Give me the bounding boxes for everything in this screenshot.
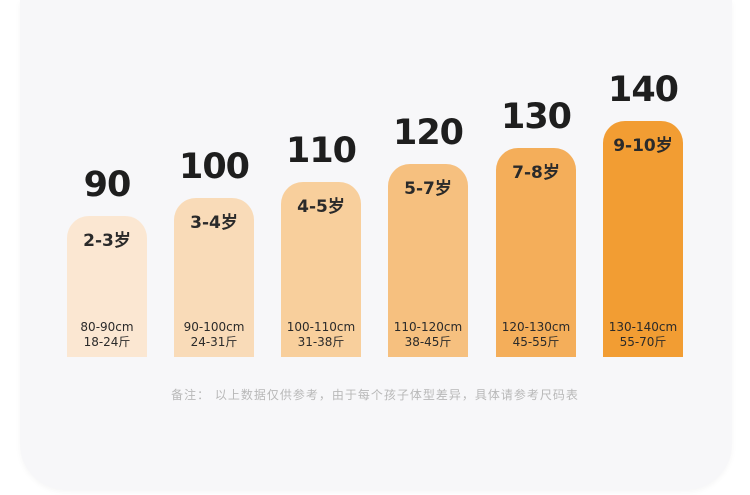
weight-range-label: 45-55斤 [512,335,560,349]
weight-range-label: 18-24斤 [83,335,131,349]
height-range-label: 90-100cm [183,320,245,334]
weight-range-label: 55-70斤 [619,335,667,349]
size-height-label: 140 [607,70,679,110]
age-label: 4-5岁 [297,197,345,217]
size-bar: 2-3岁 80-90cm 18-24斤 [67,216,147,357]
size-bar: 3-4岁 90-100cm 24-31斤 [174,198,254,357]
height-range-label: 110-120cm [393,320,463,334]
size-height-label: 120 [392,113,464,153]
height-range-label: 100-110cm [286,320,356,334]
size-height-label: 130 [500,97,572,137]
height-range-label: 80-90cm [80,320,134,334]
age-label: 7-8岁 [512,163,560,183]
weight-range-label: 38-45斤 [404,335,452,349]
size-bar: 9-10岁 130-140cm 55-70斤 [603,121,683,357]
age-label: 9-10岁 [613,136,673,156]
age-label: 3-4岁 [190,213,238,233]
age-label: 5-7岁 [404,179,452,199]
height-range-label: 120-130cm [501,320,571,334]
size-height-label: 90 [83,165,132,205]
age-label: 2-3岁 [83,231,131,251]
weight-range-label: 24-31斤 [190,335,238,349]
footnote: 备注： 以上数据仅供参考，由于每个孩子体型差异，具体请参考尺码表 [171,388,579,402]
size-height-label: 100 [178,147,250,187]
size-bar: 4-5岁 100-110cm 31-38斤 [281,182,361,357]
weight-range-label: 31-38斤 [297,335,345,349]
size-bar: 5-7岁 110-120cm 38-45斤 [388,164,468,357]
size-chart-panel: 90 2-3岁 80-90cm 18-24斤 100 3-4岁 90-100cm 24-31斤… [20,0,732,490]
size-bar: 7-8岁 120-130cm 45-55斤 [496,148,576,357]
height-range-label: 130-140cm [608,320,678,334]
size-height-label: 110 [285,131,357,171]
